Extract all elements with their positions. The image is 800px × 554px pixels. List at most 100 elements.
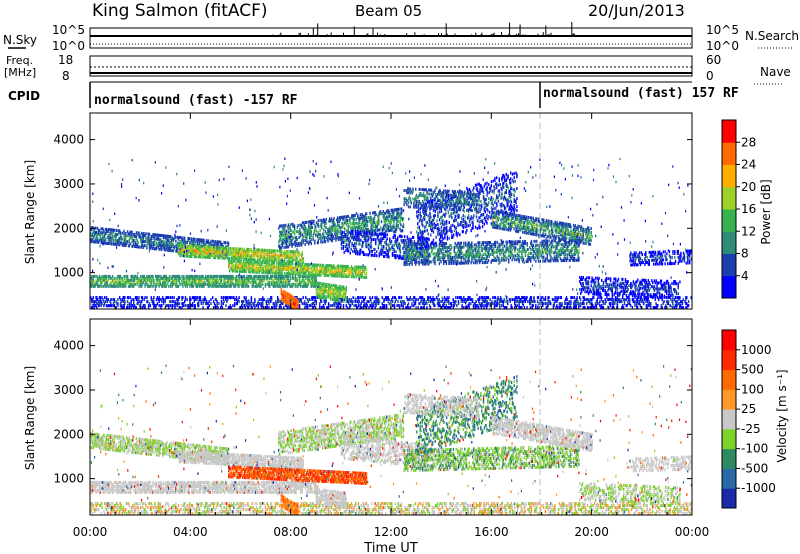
echo-cell (302, 280, 304, 284)
echo-cell (211, 282, 213, 286)
echo-cell (225, 282, 227, 286)
echo-cell (519, 240, 521, 244)
echo-cell (307, 263, 309, 267)
nave-bottom-tick: 0 (706, 69, 714, 83)
echo-cell (248, 270, 250, 274)
echo-cell (461, 245, 463, 249)
echo-cell (259, 278, 261, 282)
echo-cell (371, 231, 373, 235)
echo-cell (196, 278, 198, 282)
echo-cell (169, 244, 171, 248)
echo-cell (150, 282, 152, 286)
echo-cell (138, 235, 140, 239)
echo-cell (199, 238, 202, 242)
echo-cell (90, 278, 93, 282)
echo-cell (468, 241, 470, 245)
echo-cell (299, 243, 301, 247)
echo-cell (204, 282, 206, 286)
echo-cell (100, 280, 102, 284)
echo-cell (305, 236, 307, 240)
echo-cell (336, 234, 339, 238)
echo-cell (102, 278, 104, 282)
echo-cell (235, 278, 238, 282)
echo-cell (132, 276, 134, 280)
echo-cell (362, 220, 364, 224)
echo-cell (246, 253, 248, 257)
echo-cell (498, 248, 500, 252)
echo-cell (353, 222, 355, 225)
echo-cell (314, 282, 317, 286)
echo-cell (120, 276, 123, 280)
echo-cell (389, 237, 391, 241)
echo-cell (104, 276, 107, 280)
echo-cell (241, 278, 243, 282)
echo-cell (155, 233, 158, 237)
echo-cell (378, 238, 380, 242)
echo-cell (503, 254, 505, 258)
echo-cell (365, 224, 367, 228)
echo-cell (382, 236, 384, 240)
echo-cell (293, 224, 296, 228)
echo-cell (425, 256, 427, 260)
echo-cell (176, 284, 179, 288)
echo-cell (411, 256, 413, 260)
echo-cell (449, 244, 451, 247)
echo-cell (422, 248, 424, 252)
echo-cell (439, 258, 441, 262)
echo-cell (227, 248, 229, 252)
echo-cell (225, 241, 227, 245)
echo-cell (328, 266, 330, 270)
echo-cell (397, 207, 399, 211)
echo-cell (366, 234, 369, 238)
echo-cell (237, 251, 239, 255)
echo-cell (299, 258, 302, 262)
echo-cell (395, 208, 398, 212)
echo-cell (450, 257, 452, 261)
echo-cell (291, 234, 293, 238)
echo-cell (365, 218, 367, 222)
echo-cell (224, 254, 226, 258)
echo-cell (153, 247, 155, 251)
echo-cell (189, 241, 191, 245)
echo-cell (407, 249, 409, 252)
echo-cell (262, 276, 264, 280)
echo-cell (267, 271, 269, 275)
echo-cell (136, 278, 138, 282)
echo-cell (119, 282, 122, 286)
echo-cell (418, 238, 420, 242)
echo-cell (92, 284, 94, 288)
echo-cell (256, 268, 259, 272)
echo-cell (248, 252, 250, 255)
echo-cell (494, 244, 496, 248)
echo-cell (188, 246, 190, 250)
echo-cell (391, 226, 393, 230)
echo-cell (300, 258, 303, 262)
echo-cell (197, 238, 199, 242)
echo-cell (219, 256, 221, 260)
echo-cell (147, 240, 150, 244)
echo-cell (205, 247, 208, 251)
echo-cell (346, 219, 348, 222)
echo-cell (317, 233, 319, 237)
echo-cell (352, 233, 354, 237)
echo-cell (430, 260, 433, 264)
echo-cell (247, 247, 249, 251)
echo-cell (374, 211, 377, 215)
echo-cell (191, 245, 193, 248)
echo-cell (352, 214, 355, 218)
echo-cell (369, 245, 372, 249)
echo-cell (118, 239, 120, 243)
echo-cell (290, 284, 292, 288)
echo-cell (100, 284, 102, 288)
echo-cell (406, 259, 408, 262)
echo-cell (457, 259, 459, 263)
echo-cell (210, 276, 212, 280)
echo-cell (111, 238, 113, 242)
echo-cell (299, 223, 301, 227)
echo-cell (372, 211, 375, 215)
echo-cell (271, 263, 274, 267)
echo-cell (314, 273, 317, 277)
echo-cell (175, 249, 177, 253)
echo-cell (246, 247, 248, 251)
echo-cell (284, 253, 286, 257)
